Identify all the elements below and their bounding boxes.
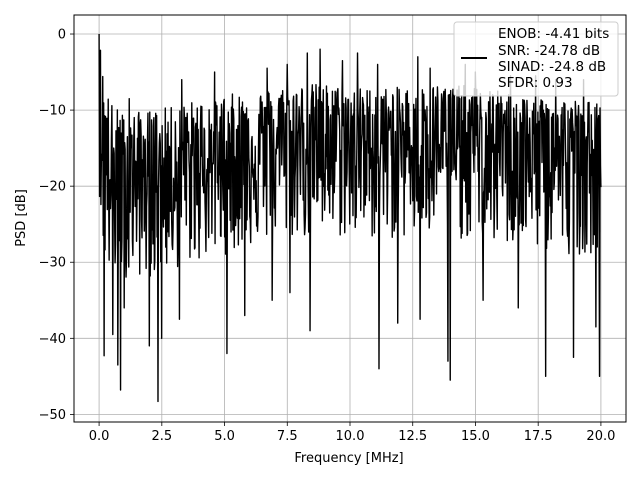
- x-tick-label: 10.0: [336, 429, 365, 444]
- y-tick-label: −10: [39, 104, 66, 119]
- x-tick-label: 17.5: [524, 429, 553, 444]
- x-axis-ticks: 0.0 2.5 5.0 7.5 10.0 12.5 15.0 17.5 20.0: [89, 422, 615, 444]
- y-axis-ticks: 0 −10 −20 −30 −40 −50: [39, 28, 74, 423]
- y-tick-label: −50: [39, 408, 66, 423]
- legend-enob: ENOB: -4.41 bits: [498, 26, 609, 42]
- legend-snr: SNR: -24.78 dB: [498, 43, 600, 59]
- y-axis-label: PSD [dB]: [14, 189, 29, 247]
- y-tick-label: −20: [39, 180, 66, 195]
- x-tick-label: 15.0: [461, 429, 490, 444]
- series-layer: [98, 34, 602, 403]
- y-tick-label: 0: [58, 28, 66, 43]
- x-tick-label: 7.5: [277, 429, 298, 444]
- y-tick-label: −30: [39, 256, 66, 271]
- legend-sinad: SINAD: -24.8 dB: [498, 59, 606, 75]
- x-tick-label: 12.5: [398, 429, 427, 444]
- x-tick-label: 0.0: [89, 429, 110, 444]
- psd-trace-line: [98, 34, 602, 403]
- x-tick-label: 20.0: [586, 429, 615, 444]
- x-tick-label: 5.0: [214, 429, 235, 444]
- legend: ENOB: -4.41 bits SNR: -24.78 dB SINAD: -…: [453, 21, 619, 97]
- y-tick-label: −40: [39, 332, 66, 347]
- x-tick-label: 2.5: [151, 429, 172, 444]
- x-axis-label: Frequency [MHz]: [294, 451, 403, 466]
- legend-sfdr: SFDR: 0.93: [498, 75, 573, 91]
- legend-box: [453, 21, 619, 97]
